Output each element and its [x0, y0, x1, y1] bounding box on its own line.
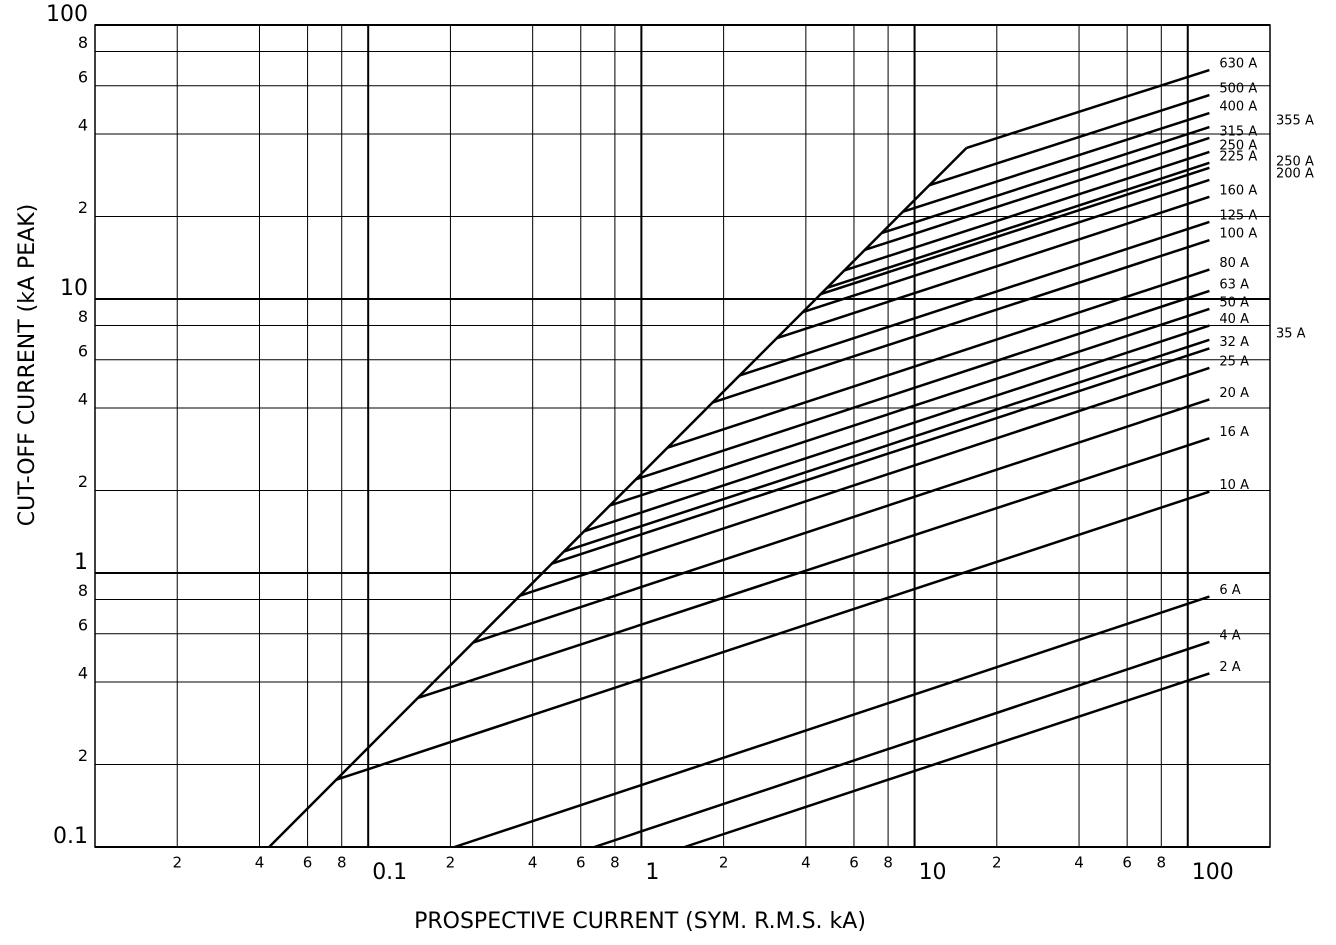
- cutoff-line: [608, 307, 1210, 507]
- cutoff-line: [827, 161, 1210, 289]
- x-tick-label: 4: [801, 854, 811, 872]
- series-label: 40 A: [1219, 312, 1249, 327]
- cutoff-line: [583, 324, 1210, 533]
- cutoff-line: [667, 268, 1210, 449]
- cutoff-line: [335, 490, 1210, 781]
- y-tick-label: 6: [78, 615, 88, 634]
- cutoff-line: [635, 289, 1210, 481]
- x-axis-label: PROSPECTIVE CURRENT (SYM. R.M.S. kA): [414, 909, 866, 934]
- cutoff-line: [268, 147, 968, 848]
- series-label: 10 A: [1219, 478, 1249, 493]
- y-tick-label: 2: [78, 198, 88, 217]
- cutoff-line: [454, 595, 1210, 849]
- cutoff-line: [564, 338, 1210, 553]
- series-label: 250 A: [1276, 154, 1314, 169]
- x-tick-label: 0.1: [372, 860, 407, 885]
- series-label: 16 A: [1219, 425, 1249, 440]
- plot-frame: [94, 24, 1271, 848]
- cutoff-line: [550, 347, 1210, 566]
- x-tick-label: 4: [1074, 854, 1084, 872]
- cutoff-line: [519, 366, 1210, 597]
- x-tick-label: 8: [883, 854, 893, 872]
- cutoff-line: [712, 238, 1210, 404]
- series-label: 400 A: [1219, 100, 1257, 115]
- x-tick-label: 8: [1157, 854, 1167, 872]
- x-tick-label: 2: [992, 854, 1002, 872]
- y-tick-label: 6: [78, 67, 88, 86]
- series-label: 63 A: [1219, 277, 1249, 292]
- cutoff-line: [819, 166, 1210, 296]
- series-label: 50 A: [1219, 295, 1249, 310]
- y-tick-label: 8: [78, 33, 88, 52]
- cutoff-line: [739, 220, 1210, 377]
- x-tick-label: 6: [1122, 854, 1132, 872]
- x-tick-label: 2: [719, 854, 729, 872]
- x-tick-label: 6: [303, 854, 313, 872]
- x-tick-label: 1: [645, 860, 659, 885]
- cutoff-line: [802, 178, 1210, 314]
- x-tick-label: 10: [919, 860, 947, 885]
- x-tick-label: 6: [849, 854, 859, 872]
- y-tick-label: 10: [60, 276, 88, 301]
- cutoff-line: [473, 398, 1210, 644]
- x-tick-label: 6: [576, 854, 586, 872]
- series-label: 355 A: [1276, 114, 1314, 129]
- cutoff-line: [928, 93, 1210, 187]
- x-tick-label: 2: [446, 854, 456, 872]
- series-label: 80 A: [1219, 256, 1249, 271]
- series-label: 20 A: [1219, 386, 1249, 401]
- series-label: 200 A: [1276, 166, 1314, 181]
- cutoff-line: [966, 68, 1210, 150]
- cutoff-line: [684, 672, 1210, 849]
- series-label: 6 A: [1219, 583, 1240, 598]
- cutoff-line: [864, 136, 1210, 252]
- y-axis-label: CUT-OFF CURRENT (kA PEAK): [15, 204, 40, 526]
- series-label: 125 A: [1219, 208, 1257, 223]
- cutoff-line: [881, 125, 1210, 235]
- series-label: 160 A: [1219, 183, 1257, 198]
- series-label: 100 A: [1219, 227, 1257, 242]
- y-tick-label: 8: [78, 581, 88, 600]
- series-label: 4 A: [1219, 628, 1240, 643]
- x-tick-label: 4: [255, 854, 265, 872]
- series-label: 500 A: [1219, 82, 1257, 97]
- y-tick-label: 4: [78, 390, 88, 409]
- series-label: 630 A: [1219, 57, 1257, 72]
- series-label: 25 A: [1219, 354, 1249, 369]
- y-tick-label: 4: [78, 116, 88, 135]
- y-tick-label: 0.1: [53, 824, 88, 849]
- cutoff-line: [594, 640, 1210, 849]
- series-label: 35 A: [1276, 326, 1306, 341]
- cutoff-line: [775, 195, 1210, 340]
- x-tick-label: 8: [610, 854, 620, 872]
- y-tick-label: 4: [78, 664, 88, 683]
- y-tick-label: 6: [78, 341, 88, 360]
- cutoff-line: [902, 111, 1210, 214]
- y-tick-label: 2: [78, 746, 88, 765]
- series-label: 225 A: [1219, 149, 1257, 164]
- series-label: 32 A: [1219, 335, 1249, 350]
- x-tick-label: 2: [172, 854, 182, 872]
- series-label: 315 A: [1219, 124, 1257, 139]
- x-tick-label: 8: [337, 854, 347, 872]
- x-tick-label: 4: [528, 854, 538, 872]
- cutoff-line: [417, 437, 1210, 700]
- series-label: 2 A: [1219, 660, 1240, 675]
- y-tick-label: 2: [78, 472, 88, 491]
- x-tick-label: 100: [1192, 860, 1234, 885]
- y-tick-label: 8: [78, 307, 88, 326]
- y-tick-label: 100: [46, 2, 88, 27]
- y-tick-label: 1: [74, 550, 88, 575]
- cutoff-line: [843, 150, 1210, 272]
- series-label: 250 A: [1219, 138, 1257, 153]
